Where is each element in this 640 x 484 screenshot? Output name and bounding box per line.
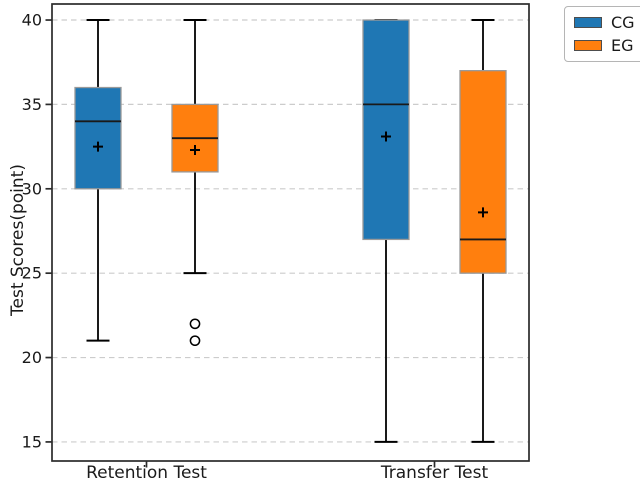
y-tick-label-25: 25 [22, 264, 42, 283]
y-tick-label-35: 35 [22, 95, 42, 114]
mean-marker-cg-retention-test [93, 141, 103, 152]
mean-marker-eg-retention-test [190, 144, 200, 155]
legend-entry-eg: EG [574, 36, 635, 55]
outlier-eg-retention-test-22 [189, 318, 201, 330]
outlier-eg-retention-test-21 [189, 335, 201, 347]
legend: CG EG [564, 6, 640, 62]
y-tick-label-15: 15 [22, 432, 42, 451]
mean-marker-eg-transfer-test [478, 207, 488, 218]
y-tick-label-40: 40 [22, 11, 42, 30]
legend-label-cg: CG [611, 13, 635, 32]
plot-frame [51, 3, 530, 462]
box-cg-retention-test [74, 86, 122, 190]
legend-entry-cg: CG [574, 13, 635, 32]
y-tick-label-20: 20 [22, 348, 42, 367]
legend-swatch-eg [574, 40, 602, 51]
mean-marker-cg-transfer-test [381, 131, 391, 142]
box-eg-transfer-test [459, 70, 507, 274]
legend-swatch-cg [574, 17, 602, 28]
box-cg-transfer-test [362, 19, 410, 241]
y-tick-label-30: 30 [22, 179, 42, 198]
x-tick-label-transfer-test: Transfer Test [380, 463, 489, 483]
x-tick-label-retention-test: Retention Test [86, 463, 207, 483]
y-axis-label: Test Scores(point) [8, 164, 28, 316]
legend-label-eg: EG [611, 36, 634, 55]
